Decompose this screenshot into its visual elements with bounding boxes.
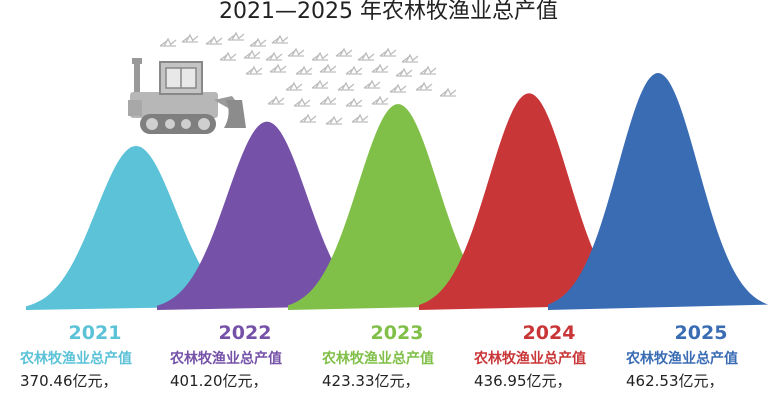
metric-label: 农林牧渔业总产值	[20, 351, 132, 367]
metric-label: 农林牧渔业总产值	[170, 351, 282, 367]
bulldozer-illustration	[128, 31, 457, 134]
year-label: 2021	[68, 322, 122, 344]
wheat-stalks-icon	[159, 31, 457, 125]
metric-label: 农林牧渔业总产值	[474, 351, 586, 367]
bell-curve-2022	[157, 121, 377, 310]
metric-label: 农林牧渔业总产值	[322, 351, 434, 367]
year-label: 2023	[370, 322, 424, 344]
value-label: 436.95亿元，	[474, 372, 572, 390]
bell-curve-2024	[419, 93, 639, 310]
year-label: 2024	[522, 322, 576, 344]
bell-curve-2025	[548, 73, 768, 310]
bulldozer-icon	[128, 58, 246, 134]
bell-curve-2023	[288, 104, 508, 310]
year-label: 2025	[674, 322, 728, 344]
value-label: 462.53亿元，	[626, 372, 724, 390]
year-label: 2022	[218, 322, 272, 344]
bell-curves	[26, 73, 768, 310]
value-label: 423.33亿元，	[322, 372, 420, 390]
chart-title: 2021—2025 年农林牧渔业总产值	[219, 0, 558, 24]
value-label: 401.20亿元，	[170, 372, 268, 390]
value-label: 370.46亿元，	[20, 372, 118, 390]
metric-label: 农林牧渔业总产值	[626, 351, 738, 367]
bell-curve-2021	[26, 146, 246, 310]
